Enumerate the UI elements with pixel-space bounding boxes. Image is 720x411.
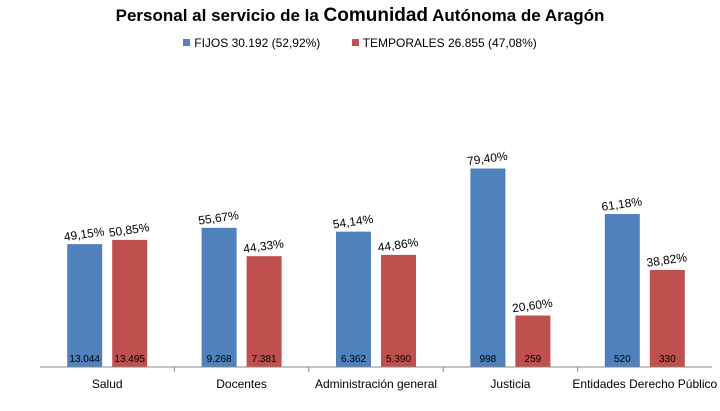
- value-label-fijos-2: 6.362: [341, 354, 366, 365]
- category-label-0: Salud: [92, 377, 123, 391]
- value-label-temporales-2: 5.390: [386, 354, 411, 365]
- pct-label-temporales-4: 38,82%: [646, 250, 689, 270]
- pct-label-fijos-2: 54,14%: [332, 212, 375, 232]
- bar-fijos-3: [470, 168, 506, 367]
- value-label-temporales-3: 259: [525, 354, 542, 365]
- chart-title: Personal al servicio de la Comunidad Aut…: [0, 5, 720, 27]
- bar-fijos-4: [604, 214, 640, 367]
- pct-label-temporales-0: 50,85%: [108, 220, 151, 240]
- bar-fijos-2: [336, 231, 371, 367]
- category-label-1: Docentes: [216, 377, 267, 391]
- value-label-temporales-1: 7.381: [252, 354, 277, 365]
- pct-label-temporales-2: 44,86%: [377, 235, 420, 255]
- legend-item-temporales: TEMPORALES 26.855 (47,08%): [351, 36, 537, 50]
- legend-item-fijos: FIJOS 30.192 (52,92%): [183, 36, 320, 50]
- bar-temporales-0: [112, 239, 148, 367]
- value-label-fijos-1: 9.268: [207, 354, 232, 365]
- bar-temporales-2: [381, 254, 416, 367]
- category-label-2: Administración general: [315, 377, 437, 391]
- pct-label-fijos-1: 55,67%: [197, 208, 240, 228]
- bar-temporales-3: [515, 315, 551, 367]
- legend-label-fijos: FIJOS 30.192 (52,92%): [194, 36, 321, 50]
- value-label-temporales-0: 13.495: [114, 354, 145, 365]
- value-label-fijos-4: 520: [614, 354, 631, 365]
- pct-label-temporales-1: 44,33%: [242, 236, 285, 256]
- chart-legend: FIJOS 30.192 (52,92%) TEMPORALES 26.855 …: [0, 36, 720, 50]
- legend-swatch-temporales: [351, 39, 359, 46]
- pct-label-fijos-0: 49,15%: [63, 224, 106, 244]
- value-label-fijos-0: 13.044: [69, 354, 100, 365]
- pct-label-fijos-4: 61,18%: [601, 194, 644, 214]
- legend-swatch-fijos: [183, 39, 191, 46]
- category-label-4: Entidades Derecho Público: [572, 377, 717, 391]
- title-part-3: Autónoma de Aragón: [432, 6, 605, 25]
- category-label-3: Justicia: [490, 377, 530, 391]
- bar-temporales-1: [246, 256, 282, 367]
- value-label-temporales-4: 330: [659, 354, 676, 365]
- bar-fijos-1: [201, 227, 237, 367]
- bar-temporales-4: [649, 269, 685, 367]
- pct-label-temporales-3: 20,60%: [511, 296, 554, 316]
- value-label-fijos-3: 998: [480, 354, 497, 365]
- bar-fijos-0: [67, 244, 103, 367]
- legend-label-temporales: TEMPORALES 26.855 (47,08%): [362, 36, 537, 50]
- title-part-2: Comunidad: [323, 5, 429, 26]
- title-part-1: Personal al servicio de la: [115, 6, 319, 25]
- pct-label-fijos-3: 79,40%: [466, 149, 509, 169]
